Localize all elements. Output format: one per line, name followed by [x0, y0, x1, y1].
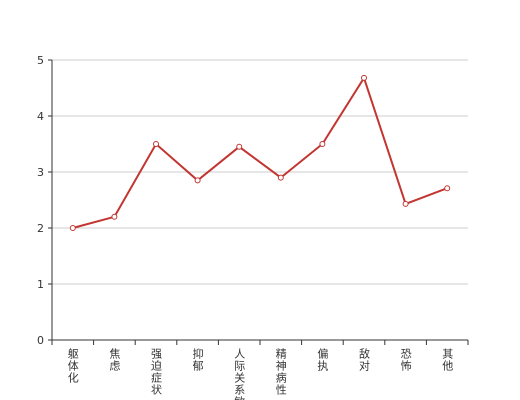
point [69, 225, 76, 231]
y-tick-label: 1 [37, 278, 44, 291]
x-tick-label: 其他 [441, 348, 454, 372]
point [444, 185, 451, 192]
line [72, 75, 448, 229]
point [194, 177, 201, 184]
x-tick-label: 恐怖 [399, 348, 412, 372]
x-tick-label: 偏执 [316, 347, 329, 372]
point [153, 141, 159, 147]
point [402, 200, 409, 207]
point [236, 143, 243, 150]
point [277, 174, 284, 181]
x-tick-label: 抑郁 [191, 347, 204, 372]
point [361, 74, 367, 81]
y-tick-label: 0 [37, 334, 44, 347]
y-tick-label: 3 [37, 166, 44, 179]
x-tick-label: 精神病性 [274, 348, 287, 396]
x-tick-label: 焦虑 [108, 348, 121, 372]
point [319, 141, 326, 147]
x-tick-label: 人际关系敏感 [233, 348, 246, 400]
point [111, 213, 118, 220]
y-tick-label: 2 [37, 222, 44, 235]
x-tick-label: 敌对 [358, 347, 371, 372]
y-tick-label: 5 [37, 54, 44, 67]
x-tick-label: 躯体化 [66, 348, 79, 384]
y-tick-label: 4 [37, 110, 44, 123]
x-tick-label: 强迫症状 [150, 348, 163, 396]
